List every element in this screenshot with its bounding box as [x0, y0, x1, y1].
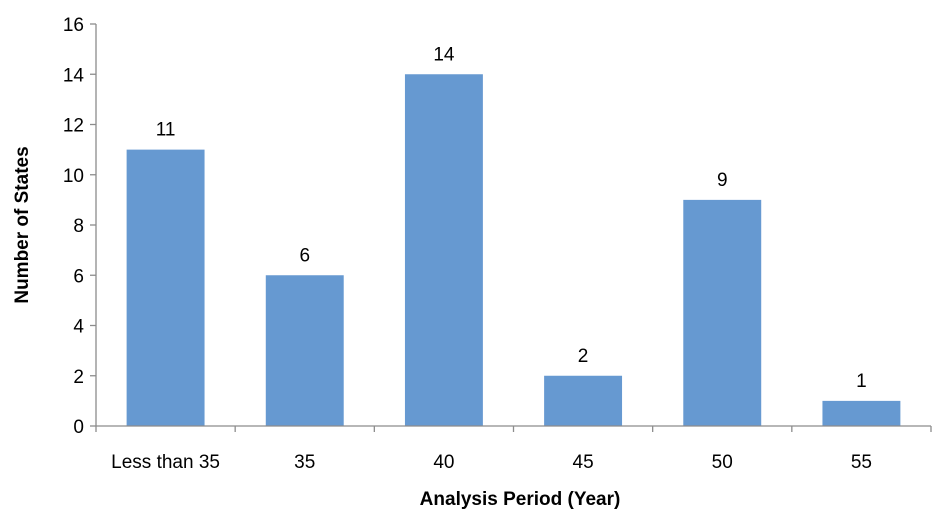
- x-ticks-layer: Less than 35 35 40 45 50 55: [95, 426, 932, 473]
- y-tick-label: 0: [73, 417, 84, 438]
- y-tick-label: 8: [73, 216, 84, 237]
- x-tick-label: 50: [712, 452, 733, 473]
- bar-data-label: 1: [856, 371, 867, 392]
- x-tick-label: Less than 35: [111, 452, 220, 473]
- x-tick-label: 35: [294, 452, 315, 473]
- y-tick-label: 10: [63, 166, 84, 187]
- y-ticks-layer: 0 2 4 6 8 10 12 14 16: [63, 15, 96, 438]
- x-tick-label: 40: [433, 452, 454, 473]
- x-tick-label: 55: [851, 452, 872, 473]
- bar: [822, 400, 901, 426]
- y-tick-label: 14: [63, 65, 85, 86]
- bar-data-label: 9: [717, 170, 728, 191]
- bar-data-label: 2: [578, 346, 589, 367]
- y-tick-label: 6: [73, 266, 84, 287]
- y-axis-title: Number of States: [12, 146, 33, 303]
- bars-layer: [126, 74, 901, 426]
- bar: [404, 74, 483, 426]
- bar-data-label: 11: [156, 120, 176, 141]
- bar: [544, 375, 623, 426]
- y-tick-label: 12: [63, 116, 84, 137]
- axes-layer: [95, 24, 931, 427]
- bar-data-label: 6: [299, 245, 310, 266]
- x-axis-title: Analysis Period (Year): [420, 489, 621, 510]
- data-labels-layer: 11 6 14 2 9 1: [156, 44, 867, 392]
- bar-data-label: 14: [433, 44, 455, 65]
- y-tick-label: 4: [73, 317, 84, 338]
- x-tick-label: 45: [573, 452, 594, 473]
- y-tick-label: 2: [73, 367, 84, 388]
- bar: [683, 199, 762, 426]
- y-tick-label: 16: [63, 15, 84, 36]
- bar: [126, 149, 205, 426]
- bar: [265, 275, 344, 426]
